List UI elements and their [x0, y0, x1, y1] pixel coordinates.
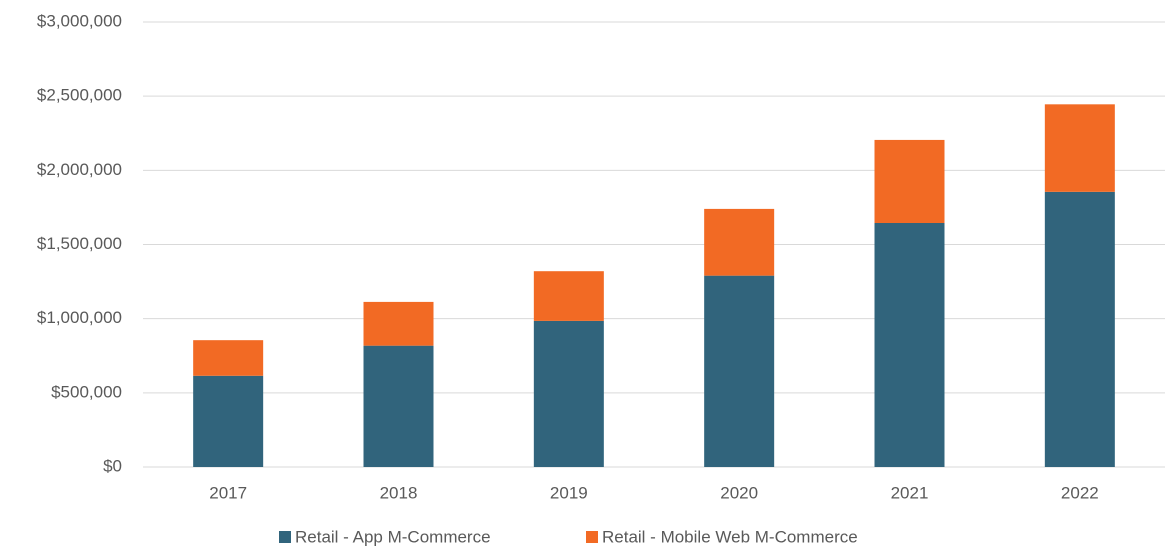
y-tick-label: $3,000,000 [37, 11, 122, 30]
x-tick-label: 2020 [720, 483, 758, 502]
bar-segment [874, 222, 945, 467]
x-tick-label: 2018 [380, 483, 418, 502]
bar-segment [704, 208, 775, 276]
x-tick-label: 2017 [209, 483, 247, 502]
bar-segment [1044, 191, 1115, 467]
bar-segment [874, 139, 945, 223]
bar-segment [193, 375, 264, 467]
x-tick-label: 2022 [1061, 483, 1099, 502]
bar-segment [193, 340, 264, 376]
y-tick-label: $1,000,000 [37, 308, 122, 327]
bar-segment [704, 275, 775, 467]
y-tick-label: $2,000,000 [37, 160, 122, 179]
y-tick-label: $2,500,000 [37, 86, 122, 105]
bar-segment [363, 301, 434, 346]
legend-label: Retail - Mobile Web M-Commerce [602, 527, 858, 546]
y-tick-label: $0 [103, 456, 122, 475]
y-tick-label: $500,000 [51, 382, 122, 401]
x-tick-label: 2019 [550, 483, 588, 502]
legend-swatch [279, 531, 291, 543]
legend-label: Retail - App M-Commerce [295, 527, 491, 546]
y-tick-label: $1,500,000 [37, 234, 122, 253]
bar-segment [533, 320, 604, 467]
bar-segment [533, 271, 604, 321]
x-tick-label: 2021 [891, 483, 929, 502]
bar-segment [1044, 104, 1115, 192]
legend-swatch [586, 531, 598, 543]
bar-segment [363, 345, 434, 467]
